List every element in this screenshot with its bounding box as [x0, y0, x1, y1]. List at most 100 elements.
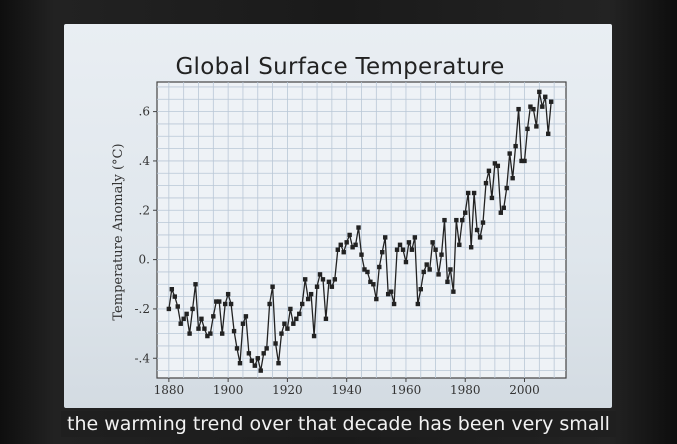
data-point	[199, 316, 204, 321]
data-point	[258, 368, 263, 373]
data-point	[273, 341, 278, 346]
data-point	[516, 106, 521, 112]
y-tick-label: .6	[139, 105, 150, 119]
data-point	[468, 245, 474, 250]
data-point	[433, 247, 438, 252]
data-point	[531, 106, 536, 112]
data-point	[359, 252, 364, 257]
y-tick-label: -.4	[134, 351, 150, 365]
data-point	[332, 277, 338, 282]
data-point	[471, 190, 477, 196]
data-point	[320, 277, 326, 282]
data-point	[335, 247, 340, 252]
data-point	[356, 225, 361, 230]
data-point	[445, 279, 450, 284]
data-point	[237, 361, 243, 366]
x-tick-label: 1960	[391, 383, 422, 397]
data-point	[424, 262, 429, 267]
data-point	[211, 314, 216, 319]
data-point	[344, 240, 349, 245]
data-point	[217, 299, 222, 304]
series-layer	[166, 89, 554, 373]
data-point	[291, 321, 296, 326]
data-point	[338, 242, 343, 247]
data-point	[430, 240, 435, 245]
data-point	[439, 252, 444, 257]
data-point	[463, 210, 468, 215]
data-point	[353, 242, 358, 247]
data-point	[305, 296, 311, 302]
data-point	[457, 242, 462, 247]
data-point	[540, 104, 545, 109]
data-point	[228, 301, 234, 307]
x-tick-label: 1900	[213, 383, 244, 397]
data-point	[243, 314, 249, 319]
data-point	[412, 235, 418, 240]
data-point	[297, 311, 302, 317]
data-point	[246, 351, 252, 356]
data-point	[267, 301, 272, 307]
data-point	[400, 247, 406, 252]
data-point	[317, 272, 323, 277]
data-point	[486, 168, 492, 173]
data-point	[504, 185, 509, 191]
data-point	[415, 301, 421, 307]
data-point	[388, 289, 394, 294]
data-point	[300, 301, 305, 307]
data-point	[448, 267, 453, 272]
data-point	[255, 356, 260, 361]
data-point	[279, 331, 284, 336]
data-point	[231, 328, 237, 334]
data-point	[454, 217, 459, 223]
data-point	[397, 242, 403, 247]
data-point	[501, 205, 506, 210]
data-point	[406, 240, 412, 245]
data-point	[282, 321, 287, 326]
data-point	[394, 247, 400, 252]
data-point	[507, 151, 512, 156]
data-point	[302, 277, 308, 282]
data-point	[193, 282, 198, 287]
data-point	[326, 279, 332, 284]
data-point	[202, 326, 207, 331]
data-point	[528, 104, 533, 109]
x-tick-label: 1880	[154, 383, 185, 397]
data-point	[546, 131, 551, 136]
data-point	[362, 267, 367, 272]
data-point	[172, 294, 177, 299]
data-point	[377, 264, 382, 270]
data-point	[465, 190, 471, 196]
data-point	[483, 180, 489, 186]
data-point	[175, 304, 180, 309]
chart-title: Global Surface Temperature	[175, 54, 505, 80]
subtitle-bar: the warming trend over that decade has b…	[0, 410, 677, 438]
data-point	[403, 259, 409, 265]
data-point	[323, 316, 329, 321]
data-point	[261, 351, 266, 356]
data-point	[341, 250, 346, 255]
data-point	[252, 363, 258, 368]
data-point	[276, 361, 281, 366]
data-point	[451, 289, 456, 294]
y-tick-label: 0.	[139, 253, 150, 267]
data-point	[380, 250, 385, 255]
data-point	[374, 296, 379, 302]
data-point	[368, 279, 373, 284]
data-point	[480, 220, 486, 225]
data-point	[184, 311, 189, 317]
data-point	[166, 306, 172, 312]
data-point	[391, 301, 397, 307]
data-point	[240, 321, 246, 326]
data-point	[178, 321, 183, 326]
y-tick-label: -.2	[134, 302, 150, 316]
data-point	[187, 331, 192, 336]
data-point	[385, 291, 391, 297]
data-point	[513, 143, 518, 149]
data-point	[365, 269, 370, 275]
data-point	[234, 346, 240, 351]
data-point	[421, 269, 426, 275]
data-point	[522, 158, 527, 164]
data-point	[418, 287, 423, 292]
data-point	[350, 245, 355, 250]
